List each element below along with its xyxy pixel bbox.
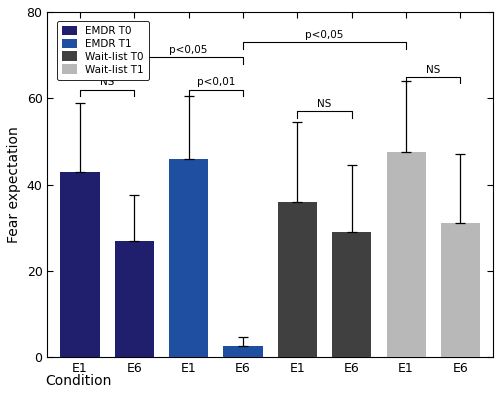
- Text: NS: NS: [100, 78, 114, 88]
- Legend: EMDR T0, EMDR T1, Wait-list T0, Wait-list T1: EMDR T0, EMDR T1, Wait-list T0, Wait-lis…: [57, 21, 149, 80]
- Y-axis label: Fear expectation: Fear expectation: [7, 126, 21, 243]
- Bar: [224, 347, 262, 357]
- Text: NS: NS: [426, 64, 440, 74]
- Text: p<0,05: p<0,05: [170, 45, 208, 55]
- Text: NS: NS: [318, 99, 332, 109]
- Text: Condition: Condition: [45, 374, 112, 388]
- Bar: [441, 223, 480, 357]
- Bar: [115, 241, 154, 357]
- Bar: [60, 172, 100, 357]
- Bar: [278, 202, 317, 357]
- Bar: [386, 152, 426, 357]
- Bar: [332, 232, 372, 357]
- Bar: [169, 159, 208, 357]
- Text: p<0,05: p<0,05: [306, 30, 344, 40]
- Text: p<0,01: p<0,01: [196, 78, 235, 88]
